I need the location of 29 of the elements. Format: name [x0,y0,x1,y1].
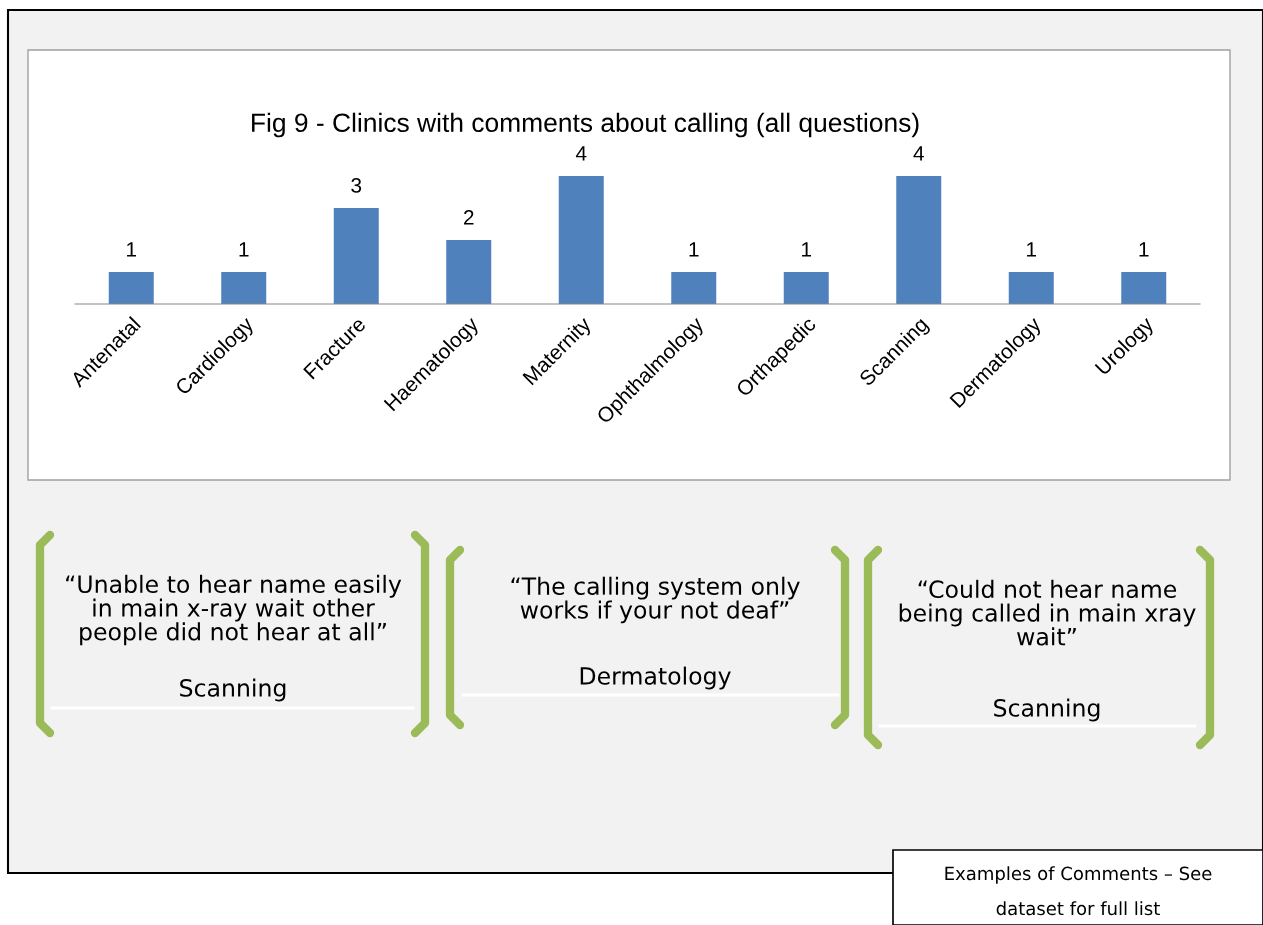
text: “Could not hear name being called in main xray wait” [899,579,1196,646]
bar [896,176,942,304]
data-label: 1 [127,242,137,257]
bar [333,208,379,304]
bar [1121,272,1167,304]
text: Examples of Comments – See [945,866,1212,884]
bar [558,176,604,304]
text: dataset for full list [996,901,1160,916]
data-label: 1 [1139,242,1149,257]
data-label: 1 [239,242,249,257]
data-label: 1 [802,242,812,257]
text: “The calling system only works if your not deaf” [511,576,800,624]
data-label: 1 [1027,242,1037,257]
bar [671,272,717,304]
chart-title: Fig 9 - Clinics with comments about calling (all questions) [252,112,919,138]
data-label: 4 [575,146,587,161]
text: Dermatology [580,666,731,690]
data-label: 1 [689,242,699,257]
text: Scanning [180,678,286,702]
bar [1008,272,1054,304]
text: “Unable to hear name easily in main x-ray wait other people did not hear at all” [66,574,402,646]
bar [221,272,267,304]
data-label: 4 [913,146,924,161]
text: Scanning [994,698,1100,722]
bar [446,240,492,304]
data-label: 2 [464,210,474,225]
bar [108,272,154,304]
data-label: 3 [351,178,362,193]
bar [783,272,829,304]
